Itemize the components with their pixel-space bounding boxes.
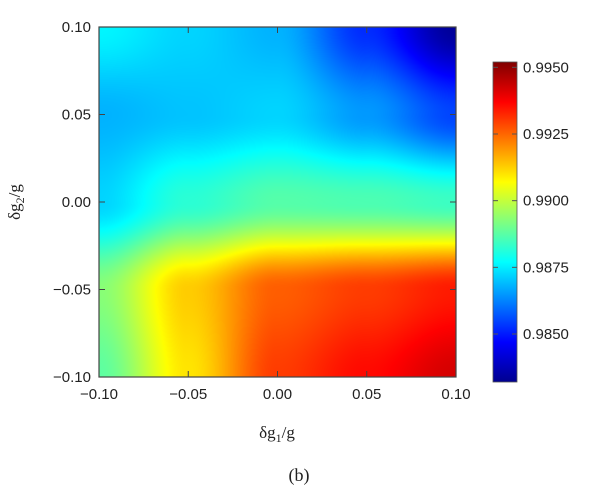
colorbar-tick-label: 0.9900 [523, 193, 569, 210]
x-axis-label: δg1/g [259, 423, 295, 445]
y-tick-label: 0.05 [62, 107, 91, 124]
heatmap-plot-area [98, 26, 457, 378]
x-tick-label: −0.05 [169, 386, 207, 403]
x-tick-label: 0.00 [263, 386, 292, 403]
colorbar: 0.9950 0.9925 0.9900 0.9875 0.9850 [492, 59, 569, 383]
x-tick-label: −0.10 [80, 386, 118, 403]
y-tick-label: 0.00 [62, 194, 91, 211]
x-tick-label: 0.05 [352, 386, 381, 403]
colorbar-tick-label: 0.9950 [523, 59, 569, 76]
y-axis: 0.10 0.05 0.00 −0.05 −0.10 [53, 19, 456, 386]
y-tick-label: 0.10 [62, 19, 91, 36]
y-tick-label: −0.05 [53, 282, 91, 299]
colorbar-tick-label: 0.9875 [523, 259, 569, 276]
y-tick-label: −0.10 [53, 369, 91, 386]
x-tick-label: 0.10 [441, 386, 470, 403]
heatmap-image-holder [99, 27, 456, 377]
colorbar-gradient [492, 61, 518, 383]
heatmap-image [99, 27, 456, 377]
colorbar-tick-label: 0.9925 [523, 126, 569, 143]
colorbar-tick-label: 0.9850 [523, 326, 569, 343]
figure-caption: (b) [289, 465, 310, 486]
colorbar-ticks: 0.9950 0.9925 0.9900 0.9875 0.9850 [493, 59, 569, 343]
x-axis: −0.10 −0.05 0.00 0.05 0.10 [80, 27, 471, 403]
y-axis-label: δg2/g [5, 184, 27, 220]
